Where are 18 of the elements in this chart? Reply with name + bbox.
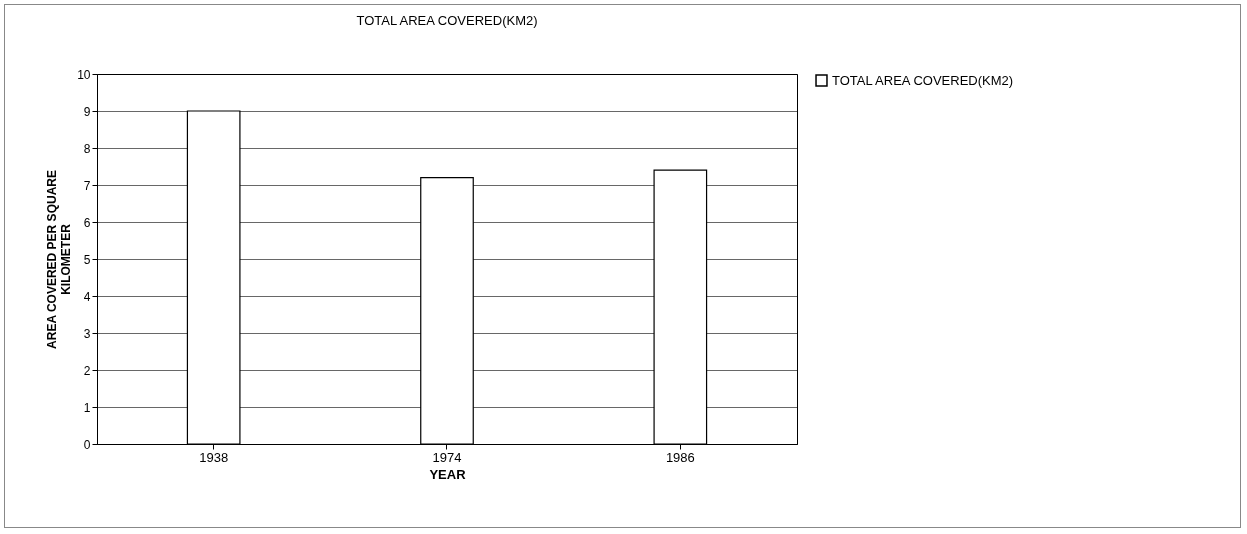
- x-tick-label: 1986: [665, 449, 695, 465]
- y-tick-label: 8: [83, 141, 91, 156]
- y-tick-label: 3: [83, 326, 91, 341]
- y-tick-label: 6: [83, 215, 91, 230]
- y-tick-label: 5: [83, 252, 91, 267]
- x-tick-label: 1974: [432, 449, 462, 465]
- legend-label: TOTAL AREA COVERED(KM2): [832, 72, 1014, 88]
- y-tick-label: 1: [83, 400, 91, 415]
- x-axis-title: YEAR: [429, 466, 467, 482]
- x-tick-label: 1938: [199, 449, 229, 465]
- y-axis-title: AREA COVERED PER SQUARE KILOMETER: [45, 170, 74, 349]
- chart-title: TOTAL AREA COVERED(KM2): [356, 13, 538, 28]
- y-tick-label: 10: [77, 67, 91, 82]
- y-tick-label: 4: [83, 289, 91, 304]
- y-tick-label: 7: [83, 178, 91, 193]
- y-tick-label: 2: [83, 363, 91, 378]
- y-tick-label: 9: [83, 104, 91, 119]
- y-tick-label: 0: [83, 437, 91, 452]
